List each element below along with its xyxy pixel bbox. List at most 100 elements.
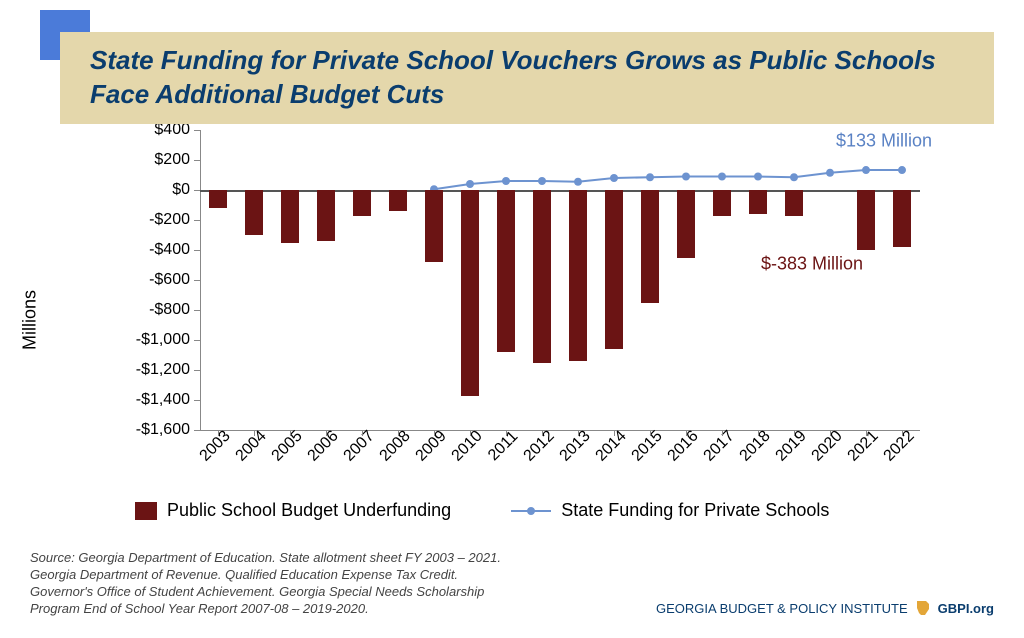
- bar: [785, 190, 803, 216]
- header: State Funding for Private School Voucher…: [0, 0, 1024, 124]
- x-tick-mark: [866, 430, 867, 436]
- y-tick-label: -$1,400: [136, 391, 190, 409]
- x-tick-mark: [254, 430, 255, 436]
- bar: [677, 190, 695, 258]
- y-axis-ticks: $400$200$0-$200-$400-$600-$800-$1,000-$1…: [90, 130, 190, 430]
- zero-line: [200, 190, 920, 192]
- x-tick-label: 2008: [377, 428, 415, 466]
- line-marker: [790, 173, 798, 181]
- x-tick-label: 2010: [449, 428, 487, 466]
- line-marker: [466, 180, 474, 188]
- y-tick-label: -$1,200: [136, 361, 190, 379]
- bar: [461, 190, 479, 396]
- line-marker: [682, 173, 690, 181]
- line-marker: [826, 169, 834, 177]
- x-tick-mark: [722, 430, 723, 436]
- line-marker: [646, 173, 654, 181]
- x-axis-line: [200, 430, 920, 431]
- source-line: Georgia Department of Revenue. Qualified…: [30, 567, 501, 584]
- x-tick-label: 2009: [413, 428, 451, 466]
- x-tick-mark: [434, 430, 435, 436]
- bar: [605, 190, 623, 349]
- x-tick-label: 2019: [773, 428, 811, 466]
- x-tick-label: 2022: [881, 428, 919, 466]
- bar: [317, 190, 335, 241]
- x-tick-label: 2011: [485, 428, 522, 465]
- y-tick-label: -$1,000: [136, 331, 190, 349]
- x-tick-label: 2006: [305, 428, 343, 466]
- x-tick-label: 2014: [593, 428, 631, 466]
- x-tick-mark: [614, 430, 615, 436]
- legend: Public School Budget Underfunding State F…: [135, 500, 829, 521]
- y-tick-label: -$200: [149, 211, 190, 229]
- x-tick-mark: [290, 430, 291, 436]
- x-tick-label: 2012: [521, 428, 559, 466]
- legend-label: Public School Budget Underfunding: [167, 500, 451, 521]
- line-marker: [538, 177, 546, 185]
- legend-swatch-line: [511, 504, 551, 518]
- line-marker: [610, 174, 618, 182]
- y-tick-label: $0: [172, 181, 190, 199]
- line-marker: [574, 178, 582, 186]
- line-marker: [862, 166, 870, 174]
- x-tick-label: 2005: [269, 428, 307, 466]
- x-tick-mark: [506, 430, 507, 436]
- x-tick-label: 2015: [629, 428, 667, 466]
- y-tick-label: -$1,600: [136, 421, 190, 439]
- legend-item: State Funding for Private Schools: [511, 500, 829, 521]
- bar: [749, 190, 767, 214]
- x-tick-mark: [902, 430, 903, 436]
- y-tick-label: -$800: [149, 301, 190, 319]
- x-tick-mark: [830, 430, 831, 436]
- line-series-svg: [200, 130, 920, 430]
- bar: [281, 190, 299, 243]
- x-tick-label: 2013: [557, 428, 595, 466]
- bar: [533, 190, 551, 363]
- footer-site: GBPI.org: [938, 601, 994, 616]
- source-text: Source: Georgia Department of Education.…: [30, 550, 501, 618]
- x-tick-mark: [794, 430, 795, 436]
- title-bar: State Funding for Private School Voucher…: [60, 32, 994, 124]
- bar: [569, 190, 587, 361]
- y-tick-label: $200: [154, 151, 190, 169]
- x-tick-mark: [758, 430, 759, 436]
- bar: [209, 190, 227, 208]
- x-tick-mark: [218, 430, 219, 436]
- y-tick-label: $400: [154, 121, 190, 139]
- y-axis-label: Millions: [20, 290, 41, 350]
- bar: [857, 190, 875, 250]
- line-marker: [898, 166, 906, 174]
- annotation: $133 Million: [836, 131, 932, 152]
- x-tick-mark: [362, 430, 363, 436]
- bar: [713, 190, 731, 216]
- x-tick-mark: [398, 430, 399, 436]
- x-tick-label: 2018: [737, 428, 775, 466]
- x-tick-mark: [686, 430, 687, 436]
- legend-swatch-bar: [135, 502, 157, 520]
- y-axis-line: [200, 130, 201, 430]
- x-tick-mark: [542, 430, 543, 436]
- footer-org-name: GEORGIA BUDGET & POLICY INSTITUTE: [656, 601, 908, 616]
- chart: Millions $400$200$0-$200-$400-$600-$800-…: [90, 130, 930, 510]
- bar: [245, 190, 263, 235]
- source-line: Governor's Office of Student Achievement…: [30, 584, 501, 601]
- chart-title: State Funding for Private School Voucher…: [90, 44, 974, 112]
- y-tick-label: -$400: [149, 241, 190, 259]
- annotation: $-383 Million: [761, 254, 863, 275]
- plot-area: 2003200420052006200720082009201020112012…: [200, 130, 920, 430]
- bar: [641, 190, 659, 303]
- x-tick-label: 2007: [341, 428, 379, 466]
- line-marker: [502, 177, 510, 185]
- legend-item: Public School Budget Underfunding: [135, 500, 451, 521]
- legend-label: State Funding for Private Schools: [561, 500, 829, 521]
- x-tick-label: 2020: [809, 428, 847, 466]
- x-tick-label: 2021: [845, 428, 883, 466]
- source-line: Source: Georgia Department of Education.…: [30, 550, 501, 567]
- line-marker: [754, 173, 762, 181]
- x-tick-label: 2004: [233, 428, 271, 466]
- bar: [893, 190, 911, 247]
- x-tick-label: 2003: [197, 428, 235, 466]
- bar: [353, 190, 371, 216]
- line-marker: [718, 173, 726, 181]
- bar: [425, 190, 443, 262]
